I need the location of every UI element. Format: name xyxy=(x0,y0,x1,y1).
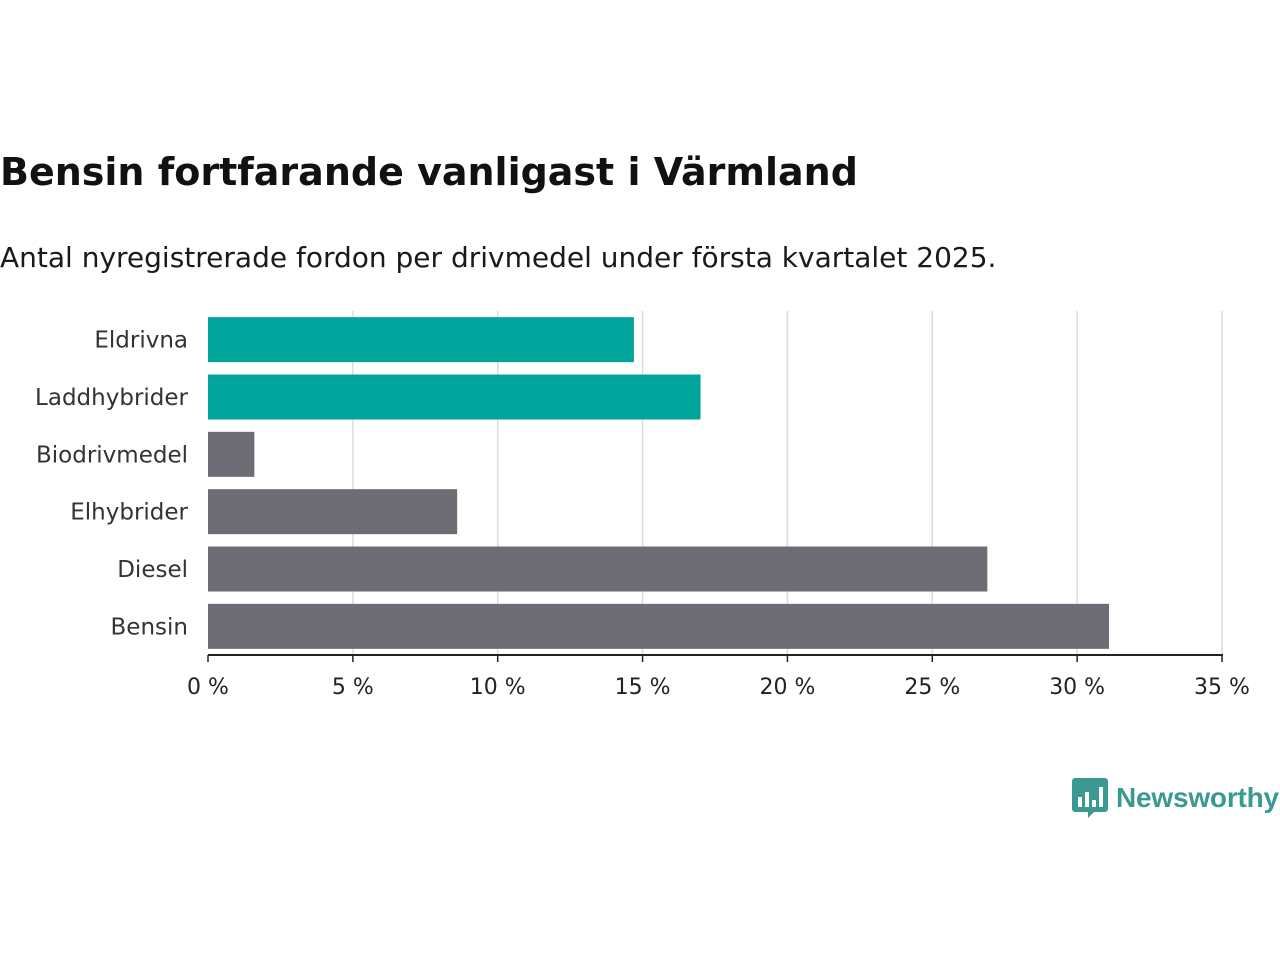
brand-logo: Newsworthy xyxy=(1072,776,1279,820)
chart-title: Bensin fortfarande vanligast i Värmland xyxy=(0,150,858,194)
category-label: Elhybrider xyxy=(70,500,188,526)
x-tick-label: 30 % xyxy=(1049,675,1105,700)
bar xyxy=(208,374,701,420)
category-label: Diesel xyxy=(117,557,188,583)
category-label: Biodrivmedel xyxy=(36,442,188,468)
bar xyxy=(208,603,1110,649)
brand-name: Newsworthy xyxy=(1116,782,1279,813)
chart-subtitle: Antal nyregistrerade fordon per drivmede… xyxy=(0,241,997,274)
x-tick-label: 35 % xyxy=(1194,675,1250,700)
category-label: Bensin xyxy=(111,614,188,640)
x-tick-label: 5 % xyxy=(332,675,374,700)
category-label: Laddhybrider xyxy=(35,385,188,411)
x-tick-label: 20 % xyxy=(759,675,815,700)
x-tick-label: 15 % xyxy=(615,675,671,700)
x-tick-label: 0 % xyxy=(187,675,229,700)
category-labels: Eldrivna Laddhybrider Biodrivmedel Elhybrid… xyxy=(35,328,188,641)
category-label: Eldrivna xyxy=(94,328,188,354)
x-tick-label: 10 % xyxy=(470,675,526,700)
bar xyxy=(208,546,988,592)
grid-lines xyxy=(352,311,1223,655)
x-tick-label: 25 % xyxy=(904,675,960,700)
bar xyxy=(208,317,634,363)
bar xyxy=(208,489,458,535)
bar xyxy=(208,431,255,477)
newsworthy-logo-icon xyxy=(1072,778,1108,818)
x-axis: 0 % 5 % 10 % 15 % 20 % 25 % 30 % 35 % xyxy=(187,654,1250,700)
bars xyxy=(208,317,1110,649)
